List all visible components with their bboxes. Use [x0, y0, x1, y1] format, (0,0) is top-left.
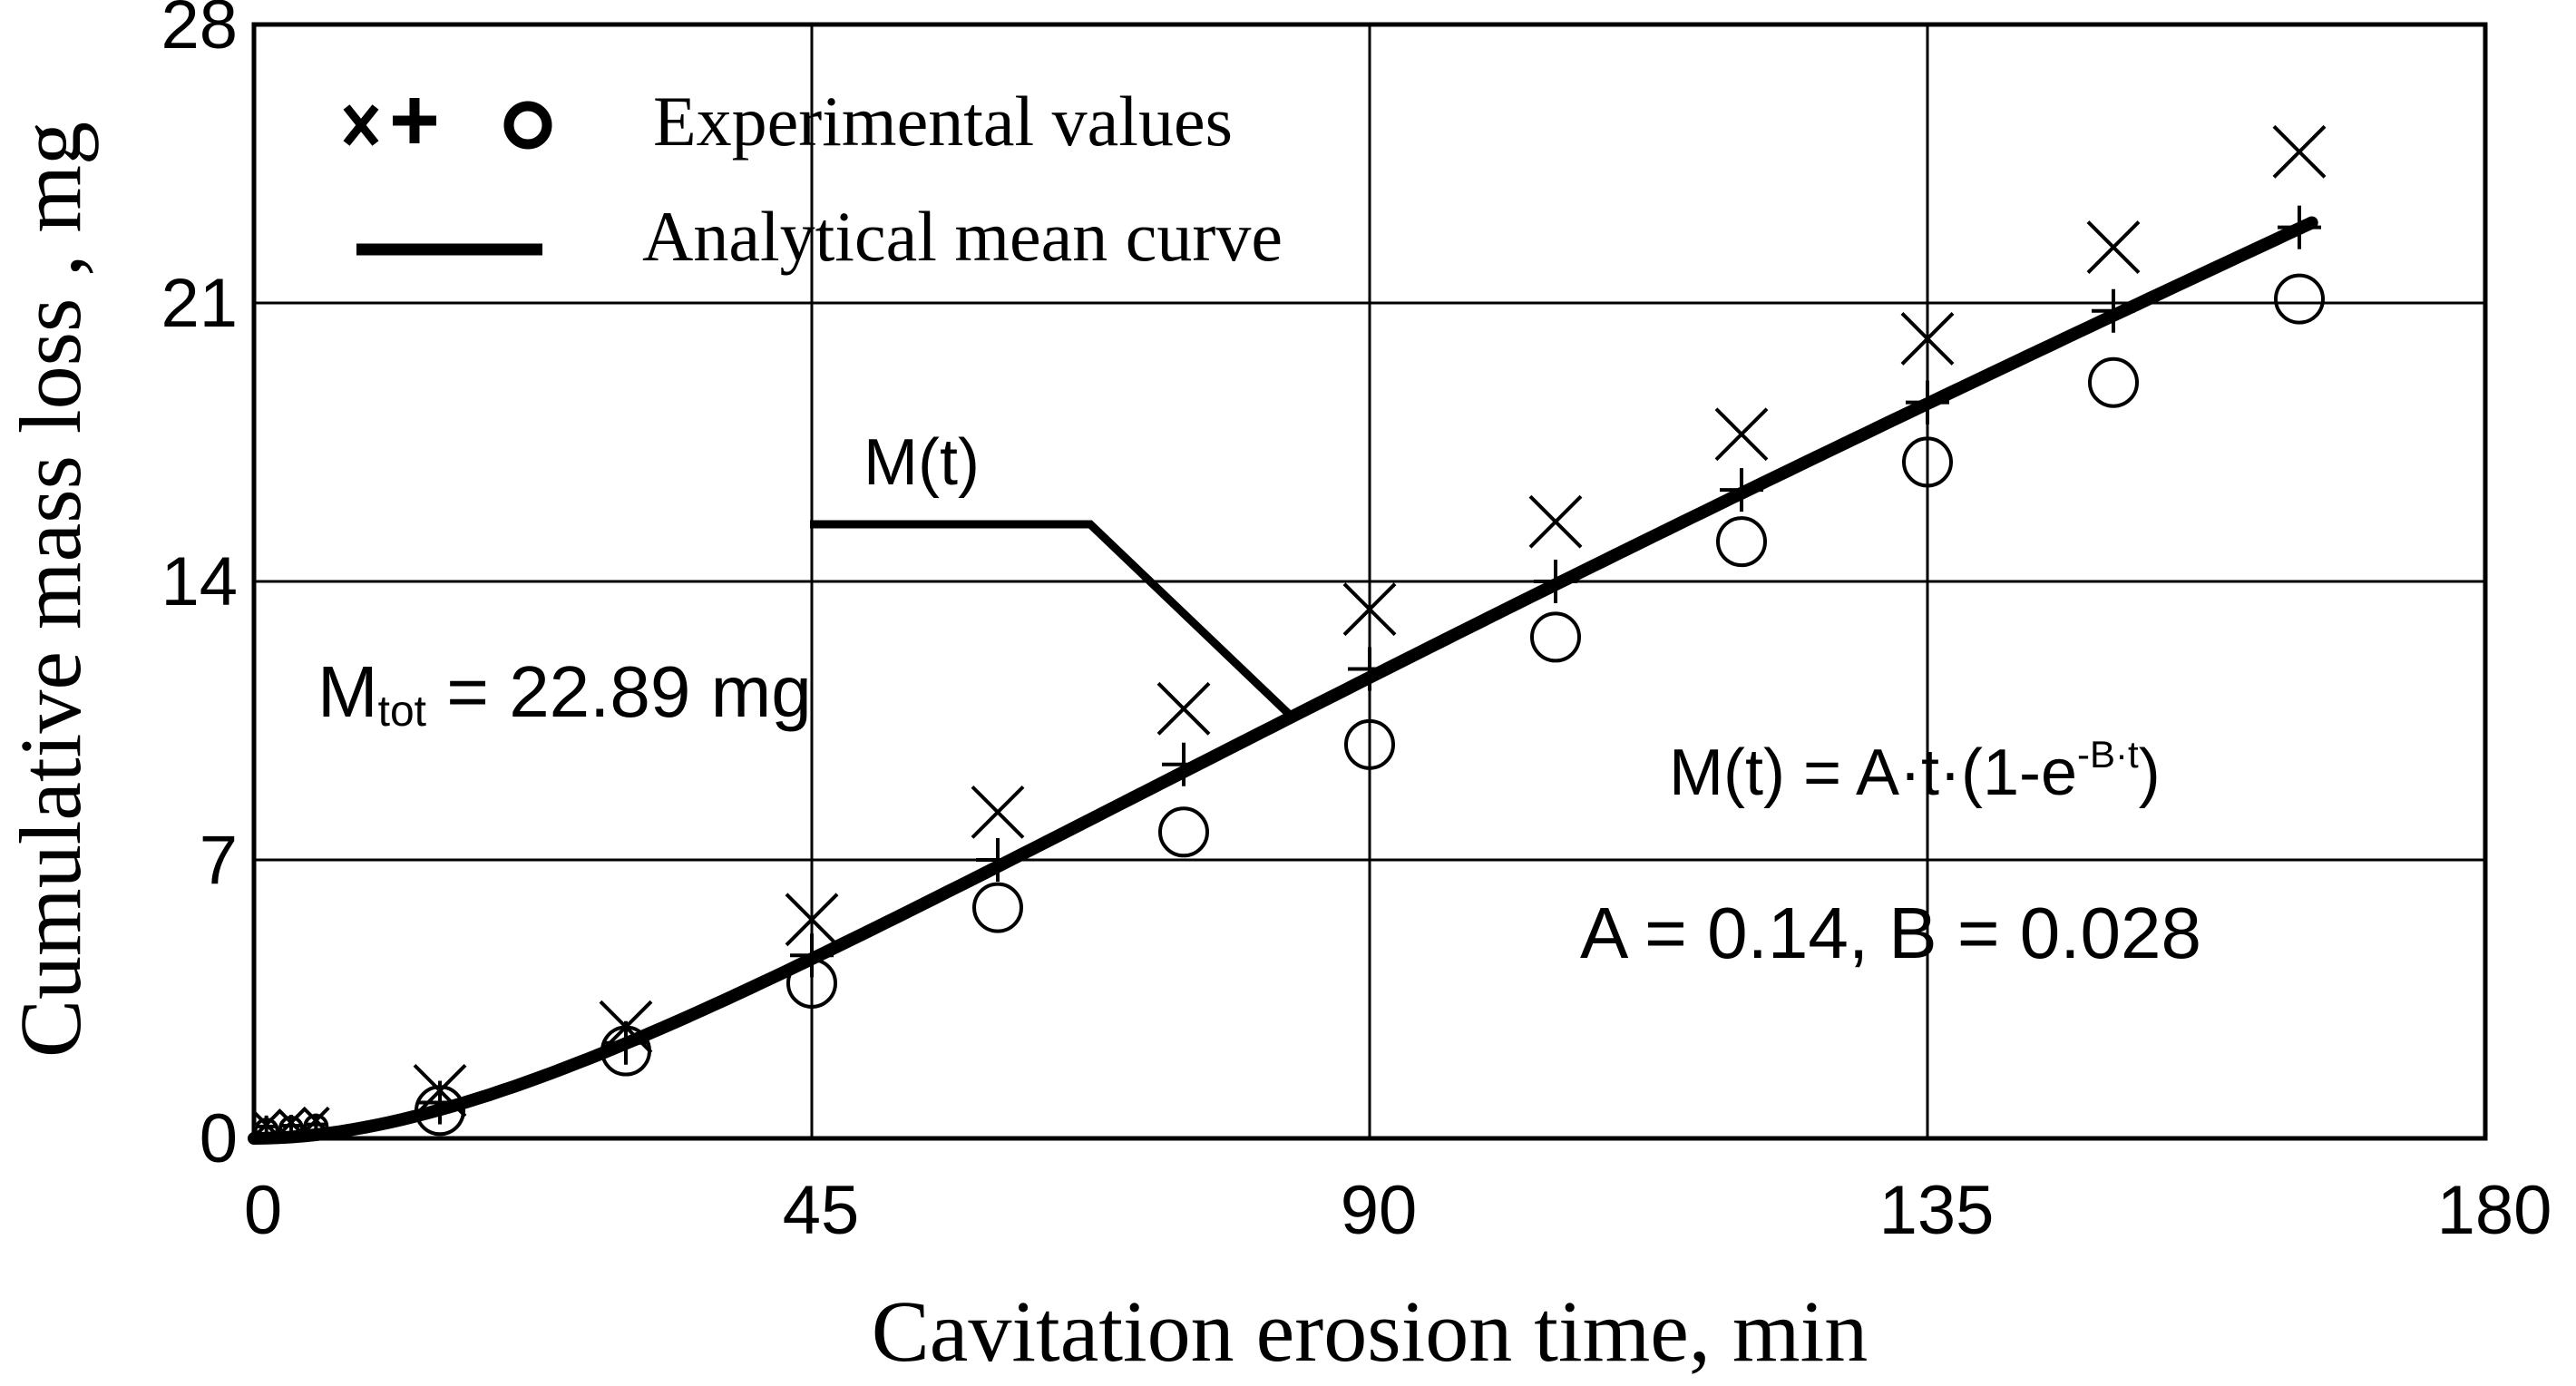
marker-x-stroke [1156, 681, 1211, 736]
marker-x-stroke [971, 785, 1025, 839]
marker-circle [972, 882, 1023, 933]
mtot-value: = 22.89 mg [426, 651, 812, 732]
marker-x-stroke [1714, 407, 1769, 462]
marker-x [1714, 407, 1769, 462]
marker-circle [600, 1025, 651, 1077]
marker-plus [1534, 560, 1577, 603]
marker-plus [790, 933, 834, 978]
analytical-mean-curve [248, 216, 2318, 1145]
marker-plus [2092, 288, 2135, 333]
curve-label: M(t) [864, 426, 980, 499]
marker-plus [1162, 742, 1205, 786]
marker-x [2086, 220, 2141, 275]
x-tick-label: 90 [1341, 1172, 1418, 1249]
x-tick-label: 180 [2437, 1172, 2552, 1249]
experimental-markers [252, 124, 2327, 1144]
marker-x-stroke [785, 893, 839, 947]
x-axis-title: Cavitation erosion time, min [872, 1283, 1869, 1380]
y-tick-label: 0 [200, 1100, 238, 1177]
legend-symbol-plus [393, 98, 436, 143]
x-tick-label: 45 [783, 1172, 860, 1249]
y-tick-label: 21 [161, 265, 238, 342]
marker-circle [1902, 436, 1953, 488]
marker-circle [278, 1116, 304, 1142]
marker-x-stroke [2086, 220, 2141, 275]
parameters-annotation: A = 0.14, B = 0.028 [1580, 893, 2201, 973]
marker-circle [1344, 718, 1395, 770]
marker-x [971, 785, 1025, 839]
marker-x [1528, 494, 1583, 549]
marker-circle [253, 1118, 279, 1144]
callout-leader [810, 520, 1296, 721]
x-tick-label: 135 [1879, 1172, 1995, 1249]
mtot-symbol: M [317, 651, 378, 732]
marker-x [1900, 312, 1955, 366]
marker-x [1342, 582, 1397, 637]
legend-symbol-x [343, 104, 379, 146]
legend: Experimental values Analytical mean curv… [343, 82, 1283, 276]
marker-plus [2278, 205, 2321, 249]
formula-base: M(t) = A·t·(1-e [1669, 737, 2077, 809]
marker-circle [1716, 516, 1767, 568]
x-tick-label: 0 [244, 1172, 282, 1249]
marker-circle [1530, 611, 1581, 663]
y-axis-title: Cumulative mass loss , mg [2, 122, 99, 1058]
marker-circle [2274, 273, 2325, 325]
legend-symbol-circle [503, 101, 552, 150]
y-tick-labels: 0 7 14 21 28 [161, 0, 238, 1177]
marker-circle [415, 1085, 465, 1137]
y-tick-label: 28 [161, 0, 238, 63]
marker-plus [1906, 380, 1949, 425]
formula-exponent: -B·t [2077, 733, 2139, 776]
marker-circle [786, 957, 837, 1009]
mtot-annotation: Mtot = 22.89 mg [317, 651, 812, 736]
legend-label-analytical: Analytical mean curve [642, 197, 1283, 276]
plot-frame [251, 22, 2488, 1141]
y-tick-label: 14 [161, 543, 238, 620]
marker-plus [1348, 647, 1391, 691]
marker-x-stroke [1900, 312, 1955, 366]
marker-circle [1158, 806, 1209, 858]
mtot-subscript: tot [378, 688, 426, 736]
formula-annotation: M(t) = A·t·(1-e-B·t) [1669, 733, 2161, 809]
marker-plus [976, 838, 1020, 882]
curve-callout: M(t) [810, 426, 1296, 721]
x-tick-labels: 0 45 90 135 180 [244, 1172, 2552, 1249]
marker-x-stroke [2272, 124, 2327, 179]
marker-circle [2088, 356, 2139, 408]
marker-plus [1720, 468, 1763, 512]
marker-x-stroke [1528, 494, 1583, 549]
marker-x [785, 893, 839, 947]
marker-x [2272, 124, 2327, 179]
marker-x [1156, 681, 1211, 736]
formula-close: ) [2139, 737, 2161, 809]
y-tick-label: 7 [200, 822, 238, 899]
marker-circle [303, 1113, 329, 1139]
marker-x-stroke [1342, 582, 1397, 637]
legend-label-experimental: Experimental values [653, 82, 1233, 161]
